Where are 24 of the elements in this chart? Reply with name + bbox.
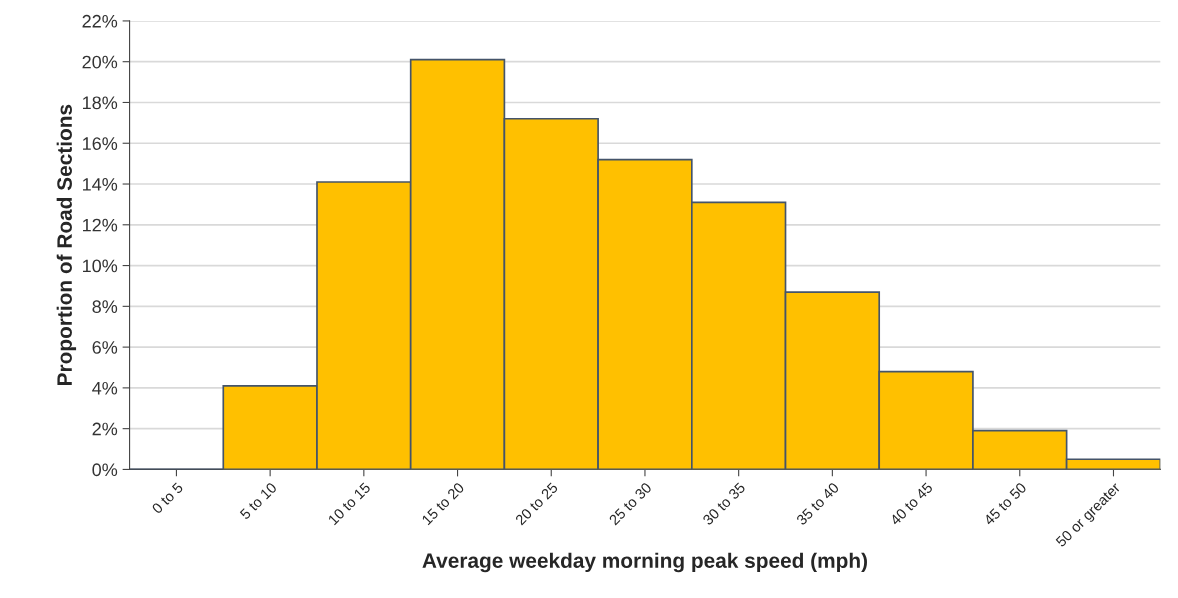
- x-tick-label: 30 to 35: [702, 481, 746, 526]
- x-tick-label: 20 to 25: [514, 481, 559, 526]
- y-axis-title: Proportion of Road Sections: [56, 104, 77, 385]
- y-tick-label: 6%: [92, 341, 118, 354]
- y-tick-label: 14%: [83, 178, 118, 191]
- y-tick-label: 12%: [83, 218, 118, 232]
- x-tick-label: 15 to 20: [421, 481, 465, 526]
- y-tick-label: 20%: [82, 55, 118, 69]
- x-tick-label: 25 to 30: [608, 481, 653, 526]
- y-tick-label: 2%: [92, 422, 118, 436]
- x-tick-label: 45 to 50: [983, 481, 1027, 526]
- y-tick-label: 16%: [83, 137, 118, 150]
- x-tick-label: 5 to 10: [239, 481, 278, 520]
- x-tick-label: 0 to 5: [151, 481, 184, 515]
- x-tick-label: 35 to 40: [795, 481, 840, 526]
- y-tick-label: 8%: [92, 300, 118, 314]
- y-tick-label: 22%: [82, 14, 118, 28]
- x-tick-label: 10 to 15: [327, 481, 371, 526]
- y-tick-label: 10%: [83, 259, 118, 273]
- x-axis-title: Average weekday morning peak speed (mph): [422, 552, 867, 573]
- y-tick-label: 0%: [92, 463, 118, 477]
- x-tick-label: 40 to 45: [889, 481, 934, 526]
- y-tick-label: 4%: [92, 381, 118, 395]
- y-tick-label: 18%: [83, 96, 118, 110]
